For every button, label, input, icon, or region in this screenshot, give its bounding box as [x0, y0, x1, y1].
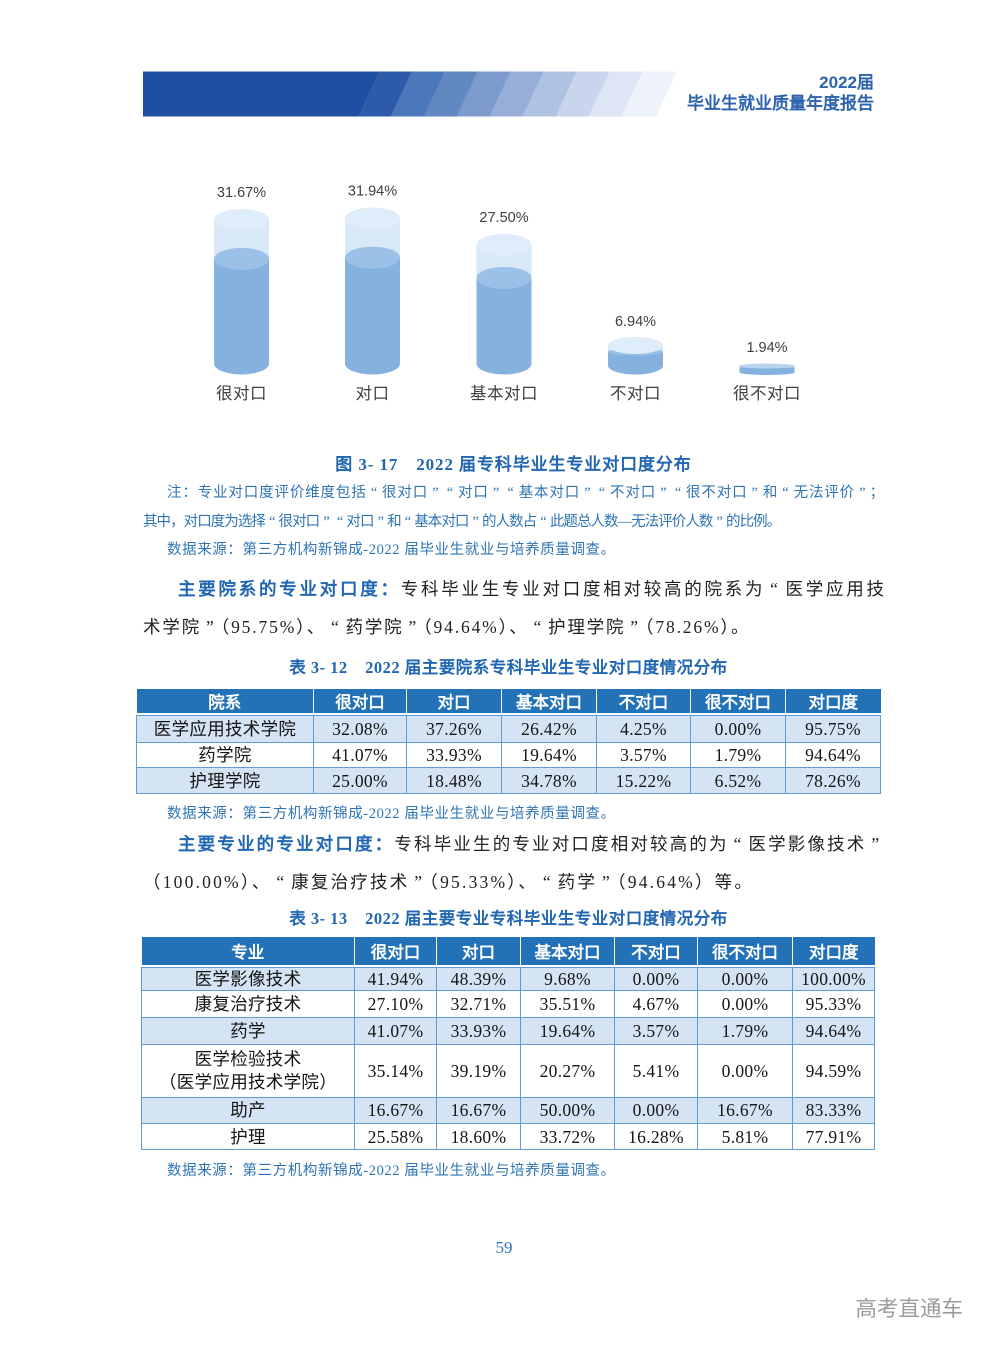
- svg-text:31.67%: 31.67%: [217, 185, 266, 201]
- svg-text:1.94%: 1.94%: [746, 340, 787, 356]
- svg-text:基本对口: 基本对口: [470, 384, 538, 403]
- svg-text:不对口: 不对口: [610, 384, 661, 403]
- svg-text:27.50%: 27.50%: [479, 210, 528, 226]
- svg-text:6.94%: 6.94%: [615, 314, 656, 330]
- svg-text:很不对口: 很不对口: [733, 384, 801, 403]
- svg-text:很对口: 很对口: [216, 384, 267, 403]
- svg-text:31.94%: 31.94%: [348, 183, 397, 199]
- svg-text:对口: 对口: [356, 384, 390, 403]
